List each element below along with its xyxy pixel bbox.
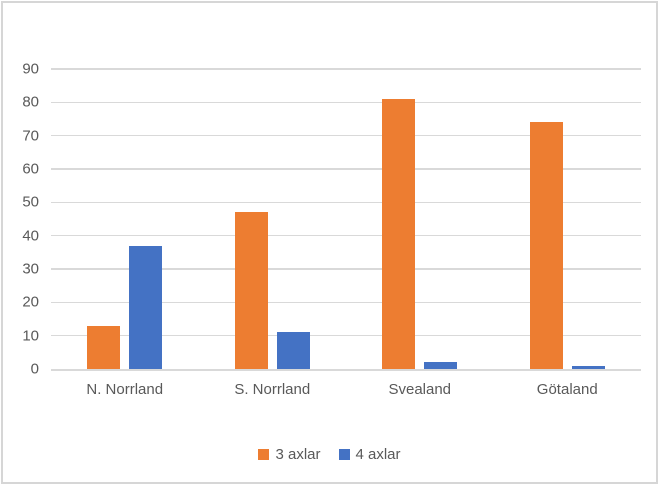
x-axis-category-cell: N. Norrland [51,380,199,400]
x-axis-category-cell: Svealand [346,380,494,400]
legend-swatch-icon [338,449,350,460]
y-axis-tick-label: 90 [22,60,39,78]
legend: 3 axlar 4 axlar [3,446,656,463]
bar-3-axlar [529,122,563,369]
x-axis-category-label: S. Norrland [234,381,311,398]
bar-group-2 [199,69,347,369]
gridline [51,201,641,204]
x-axis-category-label: N. Norrland [86,381,164,398]
bar-4-axlar [571,365,605,369]
y-axis-tick-label: 20 [22,293,39,311]
bar-4-axlar [424,362,458,369]
y-axis-tick-label: 30 [22,260,39,278]
gridline [51,68,641,70]
bar-group-1 [51,69,199,369]
gridline [51,134,641,137]
legend-swatch-icon [258,449,270,460]
y-axis-tick-label: 50 [22,193,39,211]
bar-group-4 [494,69,642,369]
legend-item-4-axlar: 4 axlar [338,446,401,463]
y-axis-tick-label: 60 [22,160,39,178]
bar-3-axlar [382,99,416,369]
y-axis-tick-label: 0 [30,360,39,378]
gridline [51,334,641,337]
bar-4-axlar [276,332,310,369]
x-axis: N. Norrland S. Norrland Svealand Götaland [51,380,641,400]
y-axis-tick-label: 80 [22,93,39,111]
y-axis-tick-label: 10 [22,327,39,345]
gridline [51,268,641,270]
gridline [51,101,641,104]
y-axis-tick-label: 70 [22,127,39,145]
x-axis-category-label: Götaland [536,381,598,398]
x-axis-category-label: Svealand [388,381,452,398]
plot-area [51,68,642,371]
x-axis-category-cell: Götaland [494,380,642,400]
gridline [51,234,641,237]
y-axis-tick-label: 40 [22,227,39,245]
legend-item-3-axlar: 3 axlar [258,446,321,463]
bar-4-axlar [129,245,163,369]
legend-label: 3 axlar [275,446,321,463]
gridline [51,168,641,170]
legend-label: 4 axlar [355,446,401,463]
x-axis-category-cell: S. Norrland [199,380,347,400]
gridline [51,301,641,304]
bar-group-3 [346,69,494,369]
bar-3-axlar [87,325,121,369]
y-axis: 0 10 20 30 40 50 60 70 80 90 [3,61,39,378]
bar-3-axlar [234,212,268,369]
